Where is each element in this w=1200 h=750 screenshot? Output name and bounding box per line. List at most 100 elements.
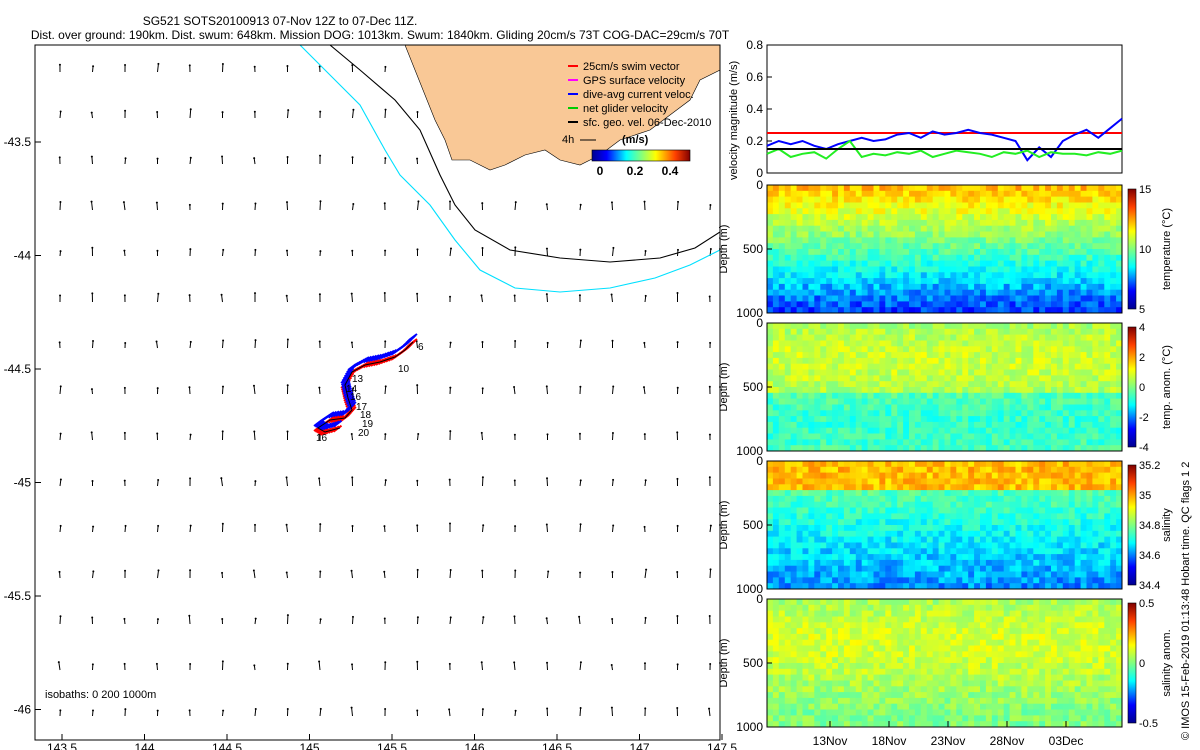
- geo-arrow-head: [189, 156, 192, 159]
- section-cell: [1021, 472, 1028, 479]
- section-cell: [1074, 346, 1082, 353]
- section-cell: [920, 301, 928, 308]
- section-cell: [914, 301, 922, 308]
- section-cell: [784, 709, 792, 716]
- section-cell: [891, 571, 898, 578]
- section-cell: [1051, 190, 1058, 198]
- geo-arrow: [546, 524, 548, 533]
- section-cell: [867, 225, 874, 232]
- section-cell: [1116, 484, 1123, 491]
- section-cell: [1027, 484, 1034, 491]
- section-cell: [1080, 507, 1087, 514]
- geo-arrow: [59, 525, 62, 533]
- section-cell: [873, 266, 880, 273]
- section-cell: [950, 421, 957, 429]
- section-cell: [784, 340, 792, 347]
- section-cell: [1116, 542, 1123, 549]
- section-cell: [991, 266, 999, 273]
- section-cell: [855, 398, 863, 405]
- section-cell: [772, 501, 780, 508]
- section-cell: [968, 501, 975, 508]
- section-cell: [1027, 530, 1034, 538]
- section-cell: [1027, 369, 1034, 376]
- section-cell: [778, 427, 786, 434]
- section-cell: [767, 668, 774, 676]
- geo-arrow-head: [189, 663, 192, 666]
- section-cell: [938, 548, 945, 555]
- section-cell: [985, 352, 993, 359]
- section-cell: [903, 495, 910, 503]
- section-cell: [985, 472, 993, 479]
- section-cell: [938, 301, 945, 308]
- section-cbar-tick: 34.8: [1139, 520, 1160, 532]
- section-cell: [873, 398, 880, 405]
- section-cell: [867, 554, 874, 561]
- section-cell: [832, 559, 839, 567]
- section-cell: [796, 231, 803, 238]
- section-cell: [956, 542, 963, 549]
- section-cell: [1116, 202, 1123, 209]
- section-cell: [861, 583, 869, 590]
- section-cell: [814, 249, 821, 256]
- section-cell: [968, 346, 975, 353]
- section-cell: [873, 185, 880, 192]
- section-cell: [790, 410, 798, 417]
- section-cell: [879, 427, 886, 434]
- section-cell: [1104, 392, 1111, 400]
- section-cell: [1104, 571, 1111, 578]
- section-cell: [861, 272, 869, 279]
- section-cell: [1080, 530, 1087, 538]
- section-cell: [1062, 283, 1070, 291]
- section-cell: [914, 190, 922, 198]
- section-cell: [814, 577, 821, 584]
- section-cell: [849, 536, 857, 543]
- section-cell: [985, 363, 993, 370]
- section-cell: [1086, 525, 1093, 532]
- section-cell: [1027, 254, 1034, 262]
- geo-arrow: [611, 202, 613, 211]
- section-cell: [855, 439, 863, 446]
- section-cell: [1003, 484, 1011, 491]
- section-cell: [926, 363, 934, 370]
- section-cell: [1033, 357, 1040, 365]
- section-cell: [920, 559, 928, 567]
- section-cell: [944, 495, 951, 503]
- section-cell: [1003, 398, 1011, 405]
- section-cell: [891, 478, 898, 485]
- section-cell: [808, 610, 815, 617]
- section-cell: [1045, 254, 1052, 262]
- section-cell: [1015, 427, 1022, 434]
- section-cell: [932, 466, 940, 474]
- section-cell: [790, 657, 798, 664]
- section-cell: [814, 536, 821, 543]
- geo-arrow-head: [350, 341, 353, 344]
- section-cell: [1098, 525, 1105, 532]
- section-cell: [1009, 392, 1016, 400]
- section-cell: [1021, 530, 1028, 538]
- section-cell: [1086, 208, 1093, 215]
- section-cell: [1009, 283, 1016, 291]
- section-cell: [1062, 565, 1070, 572]
- section-cell: [1003, 542, 1011, 549]
- section-cell: [1104, 363, 1111, 370]
- section-cell: [802, 610, 809, 617]
- geo-arrow-head: [90, 200, 93, 203]
- section-cell: [1056, 219, 1064, 227]
- section-cell: [1098, 387, 1105, 394]
- section-cell: [956, 554, 963, 561]
- section-cell: [980, 340, 987, 347]
- section-cell: [1092, 352, 1099, 359]
- section-cell: [926, 398, 934, 405]
- section-cell: [826, 392, 833, 400]
- section-cell: [1062, 295, 1070, 302]
- section-cell: [1110, 260, 1117, 267]
- geo-arrow-head: [709, 524, 712, 527]
- section-cell: [1074, 519, 1082, 526]
- section-cell: [1056, 571, 1064, 578]
- section-cell: [796, 680, 803, 687]
- section-cell: [903, 266, 910, 273]
- section-cell: [767, 272, 774, 279]
- section-cell: [885, 266, 892, 273]
- section-cell: [778, 340, 786, 347]
- section-cell: [920, 548, 928, 555]
